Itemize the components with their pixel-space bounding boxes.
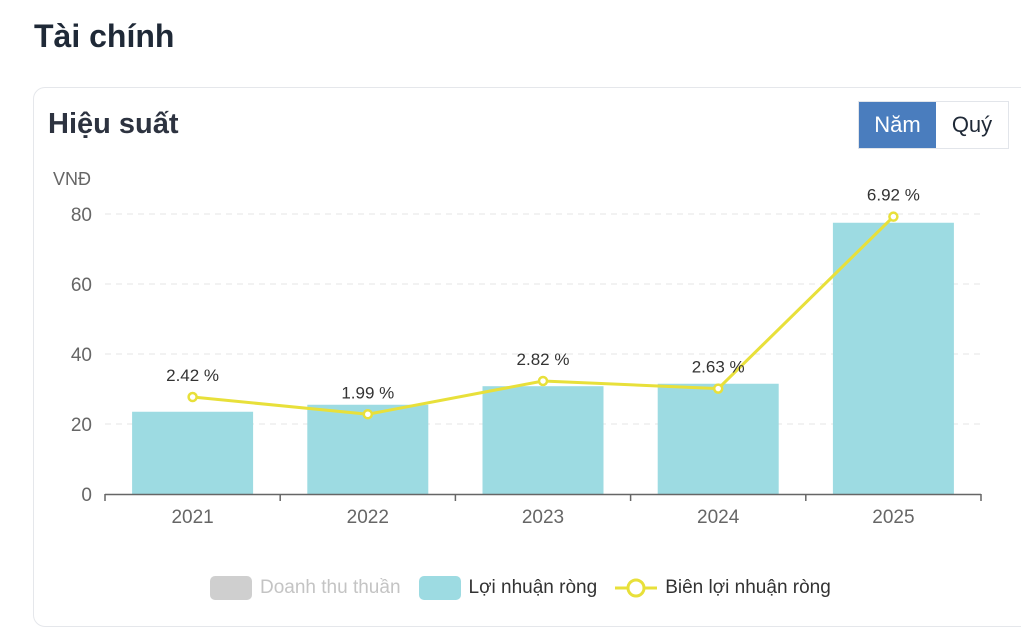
bar-net-profit	[307, 404, 429, 494]
legend-label-net-margin: Biên lợi nhuận ròng	[665, 577, 831, 598]
legend-item-net-margin[interactable]: Biên lợi nhuận ròng	[615, 576, 831, 600]
section-title: Tài chính	[34, 18, 175, 54]
x-tick-label: 2022	[347, 507, 389, 528]
x-tick-label: 2024	[697, 507, 740, 528]
y-tick-label: 20	[71, 415, 92, 436]
data-labels: 2.42 % 1.99 % 2.82 % 2.63 % 6.92 %	[166, 186, 920, 403]
margin-point	[712, 383, 724, 394]
margin-data-label: 2.63 %	[692, 358, 745, 377]
performance-chart: 0 20 40 60 80 2021 2022 2023 2024 2025 2.42 % 1.9…	[53, 169, 982, 528]
bar-net-profit	[132, 411, 254, 494]
margin-point	[537, 375, 549, 387]
legend-item-revenue[interactable]: Doanh thu thuần	[210, 576, 401, 600]
margin-data-label: 6.92 %	[867, 186, 920, 205]
y-tick-label: 80	[71, 205, 92, 226]
bar-net-profit	[657, 383, 779, 494]
margin-line	[187, 211, 899, 420]
legend-swatch-net-margin	[615, 578, 658, 598]
margin-data-label: 1.99 %	[341, 383, 394, 402]
bar-net-profit	[832, 222, 954, 494]
margin-point	[888, 211, 899, 222]
margin-point	[362, 409, 374, 420]
bar-net-profit	[482, 386, 604, 494]
bars	[132, 222, 954, 494]
y-tick-label: 60	[71, 275, 92, 296]
card-title: Hiệu suất	[48, 108, 179, 140]
legend-label-net-profit: Lợi nhuận ròng	[468, 577, 598, 598]
x-tick-label: 2023	[522, 507, 564, 528]
margin-data-label: 2.82 %	[517, 350, 570, 369]
quarter-toggle-button[interactable]: Quý	[936, 102, 1008, 148]
legend-item-net-profit[interactable]: Lợi nhuận ròng	[418, 576, 598, 600]
y-axis-unit-label: VNĐ	[53, 169, 91, 189]
margin-point	[187, 391, 198, 403]
period-toggle: Năm Quý	[858, 101, 1009, 149]
y-tick-label: 40	[71, 345, 92, 366]
y-tick-label: 0	[81, 485, 92, 506]
margin-data-label: 2.42 %	[166, 366, 219, 385]
x-tick-label: 2025	[872, 507, 914, 528]
year-toggle-button[interactable]: Năm	[859, 102, 936, 148]
legend-swatch-net-profit	[418, 576, 461, 600]
x-tick-label: 2021	[171, 507, 213, 528]
legend-label-revenue: Doanh thu thuần	[260, 577, 401, 598]
chart-legend: Doanh thu thuần Lợi nhuận ròng Biên lợi …	[210, 576, 849, 600]
legend-swatch-revenue	[210, 576, 252, 600]
x-axis: 2021 2022 2023 2024 2025	[104, 493, 982, 528]
